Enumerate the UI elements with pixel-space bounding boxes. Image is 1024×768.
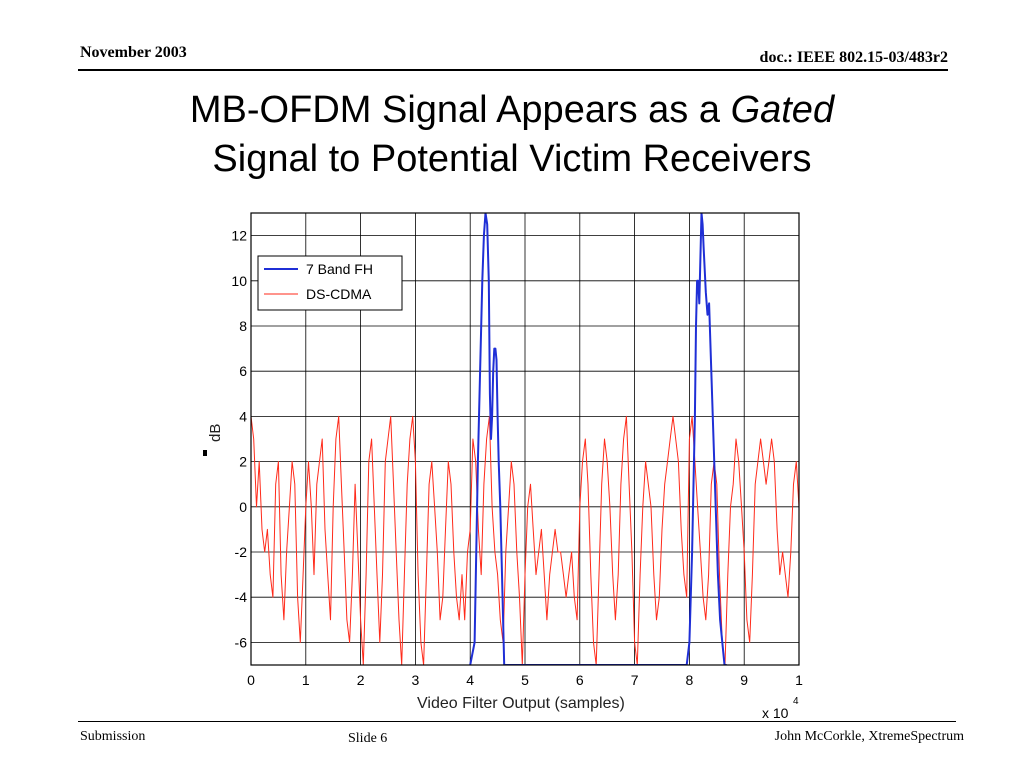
series-group	[251, 213, 799, 665]
x-multiplier-exponent: 4	[793, 696, 799, 707]
legend-label-fh: 7 Band FH	[306, 261, 373, 277]
x-axis-label: Video Filter Output (samples)	[417, 695, 625, 712]
header-date: November 2003	[80, 44, 187, 61]
series-line-cdma	[251, 415, 799, 665]
x-tick-label: 5	[521, 672, 529, 688]
y-tick-label: 0	[239, 499, 247, 515]
y-tick-label: 2	[239, 454, 247, 470]
header-doc-id: doc.: IEEE 802.15-03/483r2	[759, 49, 948, 66]
footer-rule	[78, 721, 956, 722]
title-emphasis: Gated	[730, 89, 835, 131]
x-tick-label: 1	[302, 672, 310, 688]
x-tick-label: 9	[740, 672, 748, 688]
legend: 7 Band FH DS-CDMA	[257, 255, 403, 311]
title-line2: Signal to Potential Victim Receivers	[212, 138, 812, 180]
y-axis-marker	[203, 450, 207, 456]
y-tick-label: 4	[239, 408, 247, 424]
y-tick-label: 8	[239, 318, 247, 334]
title-line1-prefix: MB-OFDM Signal Appears as a	[189, 89, 731, 131]
footer-slide-number: Slide 6	[348, 731, 388, 746]
y-tick-label: 6	[239, 363, 247, 379]
x-tick-label: 3	[412, 672, 420, 688]
x-tick-label: 8	[686, 672, 694, 688]
x-tick-label: 1	[795, 672, 803, 688]
x-tick-label: 2	[357, 672, 365, 688]
y-tick-label: -4	[235, 589, 248, 605]
y-tick-label: 10	[231, 273, 247, 289]
footer-author: John McCorkle, XtremeSpectrum	[774, 729, 964, 744]
footer-submission: Submission	[80, 729, 146, 744]
series-line-fh	[469, 213, 727, 665]
y-tick-label: -2	[235, 544, 248, 560]
plot-frame	[250, 212, 800, 666]
legend-box	[257, 255, 403, 311]
x-multiplier-label: x 10	[762, 705, 789, 721]
x-tick-label: 6	[576, 672, 584, 688]
y-tick-label: -6	[235, 634, 248, 650]
y-axis-label: dB	[207, 424, 224, 442]
slide-title: MB-OFDM Signal Appears as a Gated Signal…	[60, 86, 964, 184]
legend-label-cdma: DS-CDMA	[306, 286, 372, 302]
header-rule	[78, 69, 948, 71]
x-tick-label: 7	[631, 672, 639, 688]
y-tick-label: 12	[231, 228, 247, 244]
x-tick-label: 0	[247, 672, 255, 688]
x-tick-label: 4	[466, 672, 474, 688]
